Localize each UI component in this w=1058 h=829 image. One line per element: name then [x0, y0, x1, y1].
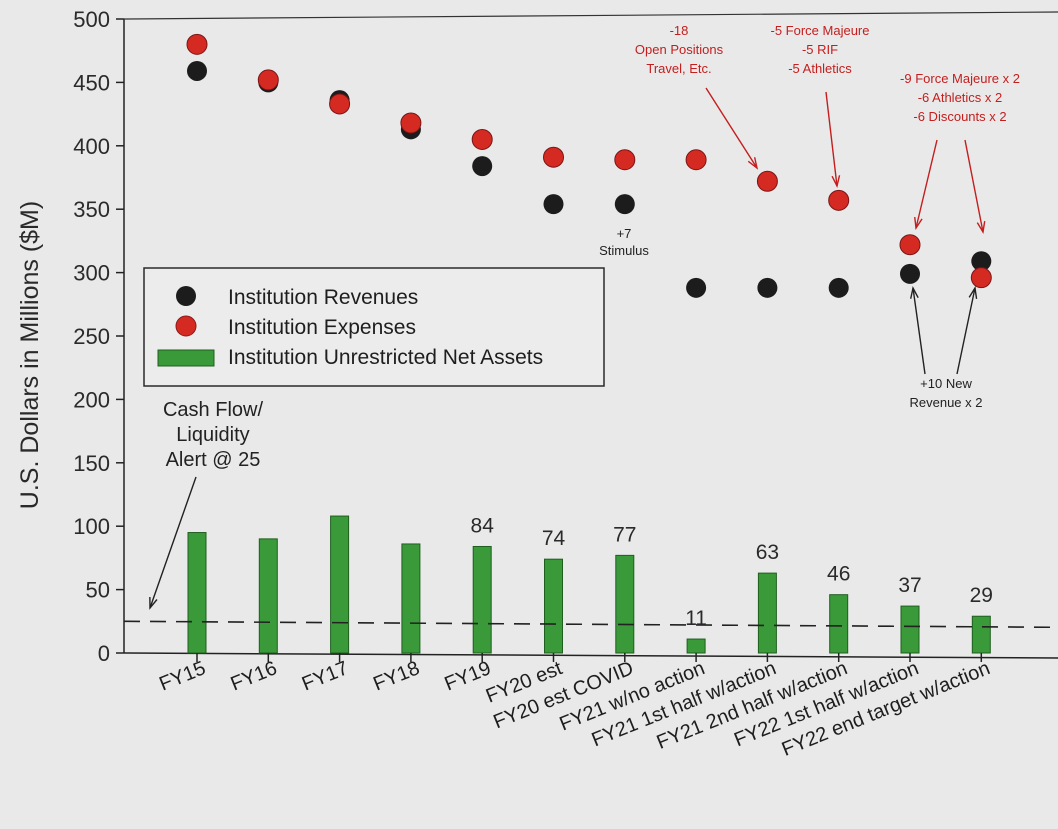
revenue-point: [614, 194, 635, 215]
y-axis-label: U.S. Dollars in Millions ($M): [16, 201, 44, 509]
legend-label-expenses: Institution Expenses: [228, 316, 416, 339]
y-tick-label: 350: [73, 197, 110, 222]
liquidity-arrow-head: [149, 596, 158, 610]
bar: [401, 543, 421, 654]
new-revenue-arrow-a-head: [910, 285, 919, 299]
y-tick-label: 450: [73, 70, 110, 95]
bar: [900, 605, 920, 654]
y-tick-label: 500: [73, 7, 110, 32]
bar: [686, 638, 706, 654]
new-revenue-annotation: +10 New Revenue x 2: [910, 376, 983, 410]
bar: [971, 615, 991, 654]
plot-top-border: [123, 11, 1058, 20]
legend-marker-net-assets: [157, 349, 215, 367]
expense-point: [756, 170, 778, 192]
y-tick-label: 50: [86, 578, 110, 603]
bars: [187, 515, 991, 662]
bar: [615, 554, 635, 654]
liquidity-arrow: [149, 476, 197, 609]
category-label: FY16: [228, 657, 281, 695]
y-tick-label: 150: [73, 451, 110, 476]
expense-point: [828, 189, 850, 211]
bar: [544, 558, 563, 654]
revenue-point: [828, 277, 849, 298]
bar: [330, 515, 350, 654]
force-majeure-arrow-1: [825, 91, 838, 187]
new-revenue-arrow-b-head: [968, 286, 978, 299]
expense-point: [186, 33, 208, 55]
x-axis-line: [123, 652, 1058, 659]
force-majeure-arrow-2a-head: [914, 216, 923, 230]
bar-value-label: 74: [542, 527, 566, 550]
y-tick-label: 300: [73, 261, 110, 286]
y-tick-label: 100: [73, 514, 110, 539]
expense-point: [543, 146, 564, 168]
expense-point: [400, 112, 422, 134]
force-majeure-arrow-2b-head: [976, 221, 986, 235]
open-positions-arrow-head: [747, 157, 759, 170]
open-positions-arrow: [705, 87, 758, 169]
bar: [757, 572, 777, 654]
expense-point: [685, 149, 707, 171]
bar-value-label: 63: [756, 541, 779, 564]
bar-value-label: 46: [827, 563, 850, 586]
expense-point: [257, 69, 279, 91]
revenue-point: [187, 60, 207, 81]
expense-point: [614, 149, 636, 171]
bar: [829, 594, 849, 654]
y-tick-label: 200: [73, 387, 110, 412]
revenue-point: [900, 263, 920, 284]
points: [186, 33, 992, 298]
bar-value-label: 37: [898, 574, 921, 597]
expense-point: [970, 267, 992, 289]
force-majeure-arrow-2a: [915, 139, 938, 229]
category-label: FY17: [299, 657, 352, 695]
force-majeure-annotation-2: -9 Force Majeure x 2 -6 Athletics x 2 -6 D…: [900, 71, 1020, 124]
category-label: FY18: [370, 657, 423, 695]
bar: [258, 538, 278, 654]
new-revenue-arrow-b: [956, 287, 976, 375]
legend-marker-revenues: [176, 286, 196, 306]
bar: [187, 532, 207, 654]
expense-point: [899, 234, 921, 256]
legend-label-net-assets: Institution Unrestricted Net Assets: [228, 346, 543, 369]
bar-value-label: 84: [471, 514, 495, 537]
revenue-point: [971, 251, 992, 272]
open-positions-annotation: -18 Open Positions Travel, Etc.: [635, 23, 724, 76]
y-tick-label: 400: [73, 134, 110, 159]
expense-point: [329, 93, 351, 115]
liquidity-alert-annotation: Cash Flow/Liquidity Alert @ 25: [163, 399, 263, 471]
bar-value-label: 77: [613, 523, 636, 546]
data-labels: 84 74 77 11 63 46 37 29: [471, 514, 993, 630]
annotations: Cash Flow/Liquidity Alert @ 25 +7 Stimulus -…: [149, 23, 1020, 610]
force-majeure-arrow-2b: [964, 139, 984, 233]
revenue-point: [543, 194, 564, 215]
y-tick-label: 250: [73, 324, 110, 349]
legend: Institution Revenues Institution Expense…: [143, 267, 605, 387]
axes: 0 50 100 150 200 250 300 350 400 450 500: [73, 7, 1058, 666]
force-majeure-annotation-1: -5 Force Majeure -5 RIF -5 Athletics: [771, 23, 870, 76]
revenue-point: [686, 277, 707, 298]
bar-value-label: 11: [685, 607, 707, 630]
legend-marker-expenses: [175, 315, 197, 337]
revenue-point: [472, 156, 493, 177]
revenue-point: [757, 277, 778, 298]
y-tick-label: 0: [98, 641, 110, 666]
new-revenue-arrow-a: [912, 287, 926, 375]
force-majeure-arrow-1-head: [831, 175, 841, 189]
stimulus-annotation: +7 Stimulus: [599, 226, 649, 258]
category-label: FY15: [156, 657, 209, 695]
bar-value-label: 29: [970, 584, 993, 607]
expense-point: [471, 128, 493, 150]
bar: [472, 545, 492, 654]
legend-label-revenues: Institution Revenues: [228, 286, 418, 309]
